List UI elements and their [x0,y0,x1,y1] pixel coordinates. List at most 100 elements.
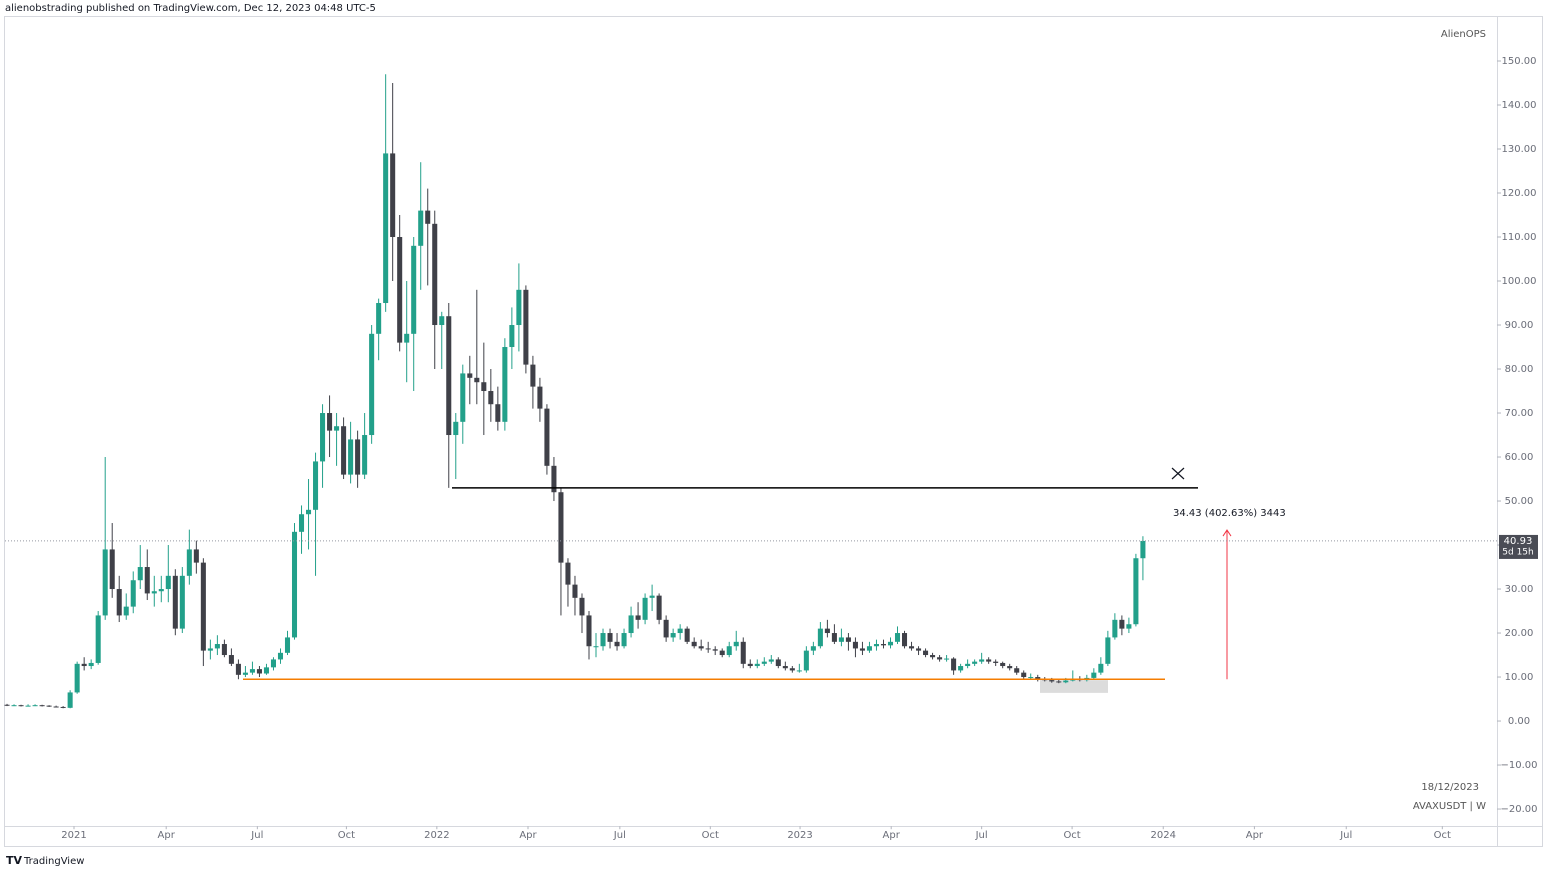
candle-body [537,386,543,409]
candle-body [200,562,206,651]
candle-body [691,641,697,647]
measure-label: 34.43 (402.63%) 3443 [1173,508,1286,519]
candle-body [831,633,837,642]
candle-body [404,333,410,343]
candle-body [761,661,767,664]
candle-body [481,382,487,392]
candle-body [663,619,669,638]
candle-body [165,575,171,590]
candle-body [894,633,901,642]
candle-body [270,659,276,668]
watermark: AlienOPS [1441,29,1486,40]
x-tick-label: Jul [250,830,263,841]
y-tick-label: 20.00 [1505,628,1534,639]
y-tick-label: 80.00 [1505,364,1534,375]
x-tick-label: 2024 [1151,830,1176,841]
candle-body [1049,680,1055,682]
footer: TradingView [23,856,84,867]
candle-body [256,669,262,674]
y-tick-label: 0.00 [1508,716,1530,727]
candle-body [930,655,936,658]
candle-body [740,641,746,664]
candle-body [824,628,830,634]
candle-body [207,648,213,651]
candle-body [614,641,620,647]
price-tag [1499,534,1538,559]
candle-body [782,666,788,669]
x-tick-label: Jul [975,830,988,841]
candle-body [993,661,999,663]
close-icon [1171,467,1185,480]
candle-body [460,373,466,422]
candle-body [698,646,704,649]
candle-body [1133,558,1139,625]
candle-body [418,210,424,246]
candle-body [817,628,823,647]
candle-body [951,658,957,671]
grid-layer: −20.00−10.000.0010.0020.0030.0040.0050.0… [61,56,1537,841]
candle-body [144,567,150,594]
candle-body [544,408,550,466]
candle-body [242,672,248,675]
candle-body [502,347,508,422]
candle-body [18,705,24,707]
header: alienobstrading published on TradingView… [5,3,376,14]
candle-body [579,597,585,616]
candle-body [334,426,340,431]
candle-body [705,648,711,650]
candle-body [313,461,319,510]
candle-body [467,373,473,378]
x-tick-label: 2023 [787,830,812,841]
candle-body [712,649,718,651]
candle-body [887,641,894,646]
y-tick-label: 30.00 [1505,584,1534,595]
candle-body [684,628,690,642]
candle-body [859,648,865,651]
candle-body [768,659,774,662]
candle-body [965,663,971,667]
candle-body [1063,680,1069,683]
candle-body [880,644,887,646]
highlight-zone [1040,680,1108,693]
y-tick-label: 60.00 [1505,452,1534,463]
x-tick-label: Apr [158,830,176,841]
candle-body [551,465,557,493]
candle-body [453,421,459,436]
frame [4,16,1543,847]
y-tick-label: 50.00 [1505,496,1534,507]
candle-body [446,316,452,436]
candle-body [425,210,431,224]
candle-body [516,289,522,326]
candle-body [53,706,59,708]
measure-arrow-head [1222,529,1232,537]
candle-body [390,153,396,238]
candle-body [852,641,858,649]
candle-body [1140,540,1146,559]
candle-body [600,633,606,647]
candle-body [733,641,739,647]
candle-body [151,591,157,594]
candle-body [383,153,389,304]
y-tick-label: 140.00 [1502,100,1537,111]
candle-body [235,663,241,675]
candle-body [369,333,375,436]
candle-body [845,637,851,642]
candle-body [376,303,382,334]
candle-body [362,435,368,475]
candle-body [810,646,816,651]
candle-body [586,615,592,647]
candle-body [909,646,915,649]
svg-text:TV: TV [6,854,23,867]
y-tick-label: 130.00 [1502,144,1537,155]
candle-body [937,657,943,660]
candle-body [123,606,129,616]
x-tick-label: Apr [883,830,901,841]
x-tick-label: Oct [1434,830,1451,841]
candle-body [1028,677,1034,679]
candle-body [628,615,634,634]
candle-body [130,580,136,607]
candle-body [291,531,298,638]
y-tick-label: 150.00 [1502,56,1537,67]
